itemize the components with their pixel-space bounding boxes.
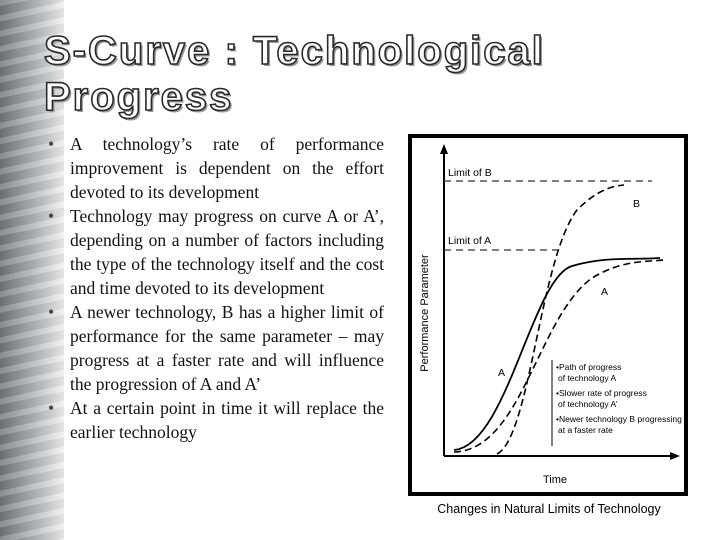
figure-caption: Changes in Natural Limits of Technology <box>437 502 661 516</box>
curve-a-lower-label: A <box>498 367 505 379</box>
curve-a-prime <box>453 259 665 453</box>
curve-b-label: B <box>633 198 640 210</box>
bullet-icon: • <box>48 302 55 322</box>
legend-item-2-line-2: of technology A’ <box>558 399 617 409</box>
bullet-icon: • <box>48 206 55 226</box>
bullet-icon: • <box>48 134 55 154</box>
bullet-text: Technology may progress on curve A or A’… <box>70 206 384 298</box>
bullet-text: A newer technology, B has a higher limit… <box>70 302 384 394</box>
x-axis-label: Time <box>543 474 567 486</box>
s-curve-figure: Limit of B Limit of A B A A Performance … <box>408 134 688 496</box>
legend: •Path of progress of technology A •Slowe… <box>551 360 682 446</box>
legend-item-1-line-2: of technology A <box>558 373 616 383</box>
slide-title: S-Curve : Technological Progress <box>43 28 604 120</box>
legend-item-2-line-1: •Slower rate of progress <box>556 388 647 398</box>
curve-a <box>453 257 661 451</box>
bullet-item: • At a certain point in time it will repl… <box>48 396 384 444</box>
title-line-1: S-Curve : Technological <box>43 28 545 74</box>
curve-b <box>496 184 625 455</box>
limit-b-label: Limit of B <box>448 167 492 179</box>
x-axis-arrow-icon <box>670 452 680 460</box>
bullet-item: • A technology’s rate of performance impr… <box>48 132 384 204</box>
s-curve-diagram: Limit of B Limit of A B A A Performance … <box>419 144 682 486</box>
y-axis-label: Performance Parameter <box>419 254 431 372</box>
legend-item-3-line-1: •Newer technology B progressing <box>556 414 682 424</box>
bullet-text: A technology’s rate of performance impro… <box>70 134 384 202</box>
title-line-2: Progress <box>43 74 234 120</box>
bullet-item: • A newer technology, B has a higher limi… <box>48 300 384 396</box>
curve-a-label: A <box>601 286 608 298</box>
limit-a-label: Limit of A <box>448 235 491 247</box>
y-axis-arrow-icon <box>440 144 448 154</box>
legend-item-3-line-2: at a faster rate <box>558 425 613 435</box>
bullet-list: • A technology’s rate of performance impr… <box>48 132 384 444</box>
legend-item-1-line-1: •Path of progress <box>556 362 621 372</box>
bullet-icon: • <box>48 398 55 418</box>
background-strip <box>0 0 64 540</box>
bullet-item: • Technology may progress on curve A or A… <box>48 204 384 300</box>
bullet-text: At a certain point in time it will repla… <box>70 398 384 442</box>
